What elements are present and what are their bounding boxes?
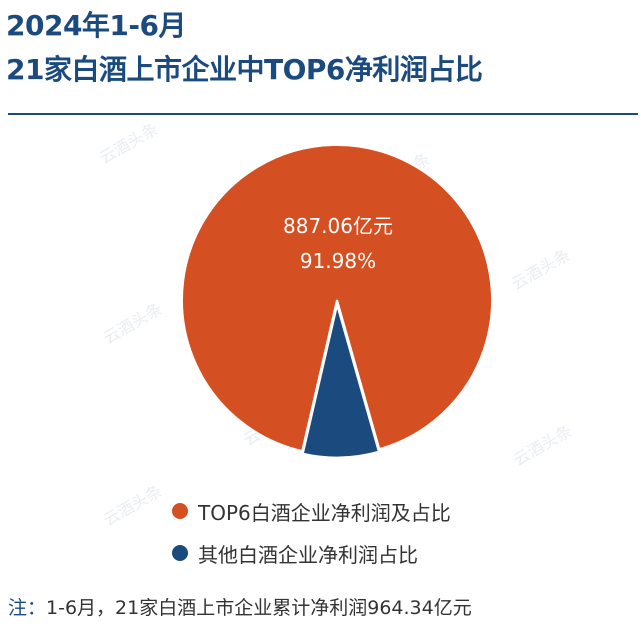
- legend-item-top6: TOP6白酒企业净利润及占比: [172, 490, 451, 532]
- pie-slice-top6: [181, 144, 493, 453]
- legend-label-others: 其他白酒企业净利润占比: [198, 542, 418, 567]
- slice-value-label: 887.06亿元: [283, 214, 393, 238]
- chart-legend: TOP6白酒企业净利润及占比 其他白酒企业净利润占比: [172, 490, 451, 574]
- legend-swatch-top6: [172, 503, 188, 519]
- pie-chart: 887.06亿元 91.98%: [181, 144, 493, 460]
- title-line-1: 2024年1-6月: [6, 9, 187, 42]
- pie-slice-others: [300, 302, 382, 460]
- pie-slices: [181, 144, 493, 460]
- title-line-2: 21家白酒上市企业中TOP6净利润占比: [6, 53, 483, 86]
- legend-swatch-others: [172, 545, 188, 561]
- slice-percent-label: 91.98%: [300, 249, 376, 273]
- footnote-label: 注：: [8, 597, 47, 619]
- title-divider: [8, 113, 638, 115]
- footnote: 注：1-6月，21家白酒上市企业累计净利润964.34亿元: [8, 593, 472, 620]
- footnote-text: 1-6月，21家白酒上市企业累计净利润964.34亿元: [46, 597, 472, 619]
- legend-item-others: 其他白酒企业净利润占比: [172, 532, 451, 574]
- chart-title: 2024年1-6月 21家白酒上市企业中TOP6净利润占比: [6, 4, 483, 92]
- legend-label-top6: TOP6白酒企业净利润及占比: [198, 500, 451, 525]
